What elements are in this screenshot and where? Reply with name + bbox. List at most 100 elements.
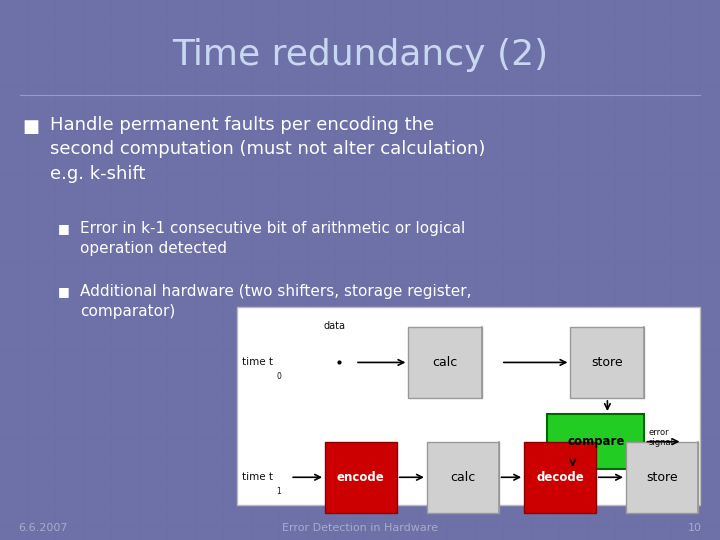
Bar (392, 440, 418, 461)
Bar (364, 462, 390, 483)
Bar (504, 264, 531, 285)
Bar (476, 88, 503, 109)
Bar (644, 220, 670, 240)
Bar (112, 22, 138, 43)
Bar (700, 0, 720, 21)
Bar (364, 132, 390, 152)
Bar (280, 0, 307, 21)
Bar (28, 484, 55, 504)
Bar (140, 528, 166, 540)
Bar (504, 418, 531, 438)
Bar (420, 396, 446, 416)
Bar (532, 220, 559, 240)
Bar (448, 462, 474, 483)
Bar (700, 440, 720, 461)
Bar (700, 154, 720, 174)
Bar (84, 264, 110, 285)
Bar (588, 264, 614, 285)
Bar (168, 44, 194, 64)
Bar (476, 484, 503, 504)
Bar (308, 110, 335, 131)
Bar (700, 176, 720, 197)
Bar (504, 308, 531, 328)
Bar (448, 176, 474, 197)
Bar (168, 0, 194, 21)
Bar (336, 66, 362, 86)
Bar (547, 414, 644, 469)
Bar (84, 88, 110, 109)
Bar (672, 110, 698, 131)
Bar (28, 220, 55, 240)
Bar (504, 132, 531, 152)
Bar (644, 242, 670, 262)
Bar (336, 286, 362, 307)
Bar (336, 440, 362, 461)
Bar (28, 22, 55, 43)
Bar (196, 66, 222, 86)
Bar (700, 220, 720, 240)
Bar (392, 352, 418, 373)
Bar (476, 418, 503, 438)
Bar (672, 352, 698, 373)
Bar (588, 22, 614, 43)
Bar (588, 44, 614, 64)
Bar (168, 506, 194, 526)
Bar (196, 0, 222, 21)
Bar (0, 440, 27, 461)
Bar (280, 110, 307, 131)
Bar (700, 44, 720, 64)
Bar (84, 66, 110, 86)
Bar (672, 220, 698, 240)
Bar (28, 528, 55, 540)
Bar (336, 198, 362, 219)
Bar (504, 176, 531, 197)
Bar (616, 264, 642, 285)
Text: Error Detection in Hardware: Error Detection in Hardware (282, 523, 438, 533)
Bar (588, 88, 614, 109)
Bar (364, 242, 390, 262)
Bar (112, 154, 138, 174)
Bar (0, 286, 27, 307)
Bar (644, 110, 670, 131)
Bar (84, 308, 110, 328)
Bar (392, 154, 418, 174)
Bar (140, 154, 166, 174)
Bar (588, 506, 614, 526)
Bar (224, 352, 251, 373)
Bar (476, 0, 503, 21)
Bar (308, 132, 335, 152)
Bar (280, 242, 307, 262)
Bar (448, 110, 474, 131)
Bar (56, 66, 83, 86)
Bar (364, 44, 390, 64)
Bar (308, 286, 335, 307)
Bar (532, 198, 559, 219)
Bar (700, 264, 720, 285)
Bar (0, 220, 27, 240)
Bar (168, 418, 194, 438)
Bar (28, 110, 55, 131)
Bar (644, 88, 670, 109)
Bar (448, 132, 474, 152)
Bar (224, 484, 251, 504)
Bar (616, 88, 642, 109)
Bar (560, 264, 587, 285)
Bar (560, 308, 587, 328)
Text: Additional hardware (two shifters, storage register,
comparator): Additional hardware (two shifters, stora… (80, 284, 472, 319)
Bar (224, 176, 251, 197)
Bar (112, 330, 138, 350)
Bar (308, 506, 335, 526)
Bar (168, 440, 194, 461)
Bar (308, 374, 335, 395)
Bar (448, 528, 474, 540)
Bar (532, 440, 559, 461)
Bar (364, 176, 390, 197)
Bar (84, 396, 110, 416)
Bar (56, 462, 83, 483)
Bar (280, 352, 307, 373)
Bar (560, 330, 587, 350)
Bar (308, 308, 335, 328)
Bar (112, 440, 138, 461)
Bar (0, 374, 27, 395)
Bar (0, 88, 27, 109)
